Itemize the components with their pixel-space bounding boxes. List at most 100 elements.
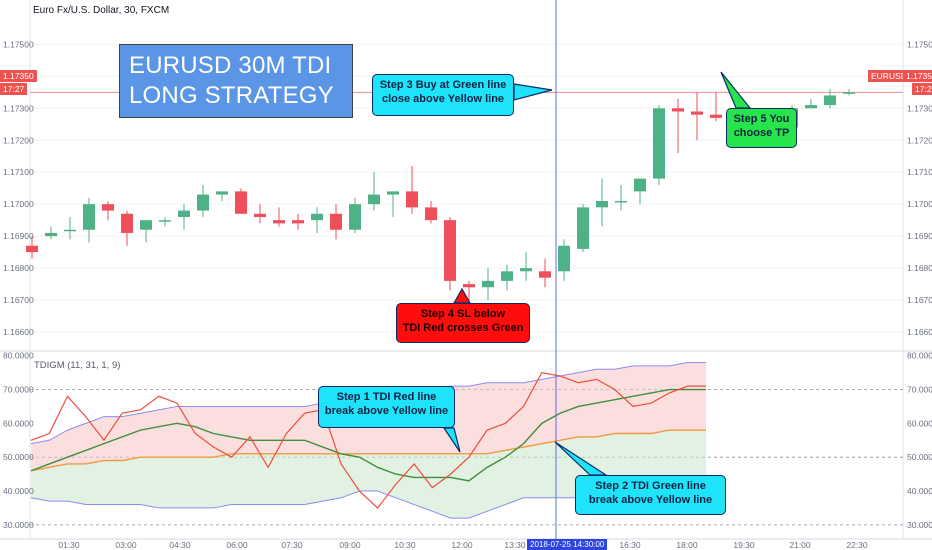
candle-body [235, 191, 247, 214]
candle-body [444, 220, 456, 281]
step3-line-2: close above Yellow line [381, 93, 505, 105]
price-tick-label-left: 1.17300 [3, 103, 34, 113]
time-tick-label: 22:30 [846, 540, 868, 550]
price-axes: 1.16600 1.16600 1.16700 1.16700 1.16800 1.168… [3, 39, 932, 529]
step1-line-1: Step 1 TDI Red line [336, 391, 437, 403]
time-tick-label: 06:00 [226, 540, 248, 550]
candle-body [805, 105, 817, 109]
step4-line-1: Step 4 SL below [420, 308, 506, 320]
time-tick-label: 12:00 [451, 540, 473, 550]
candle-body [121, 213, 133, 233]
candle-body [64, 229, 76, 232]
candle-body [254, 213, 266, 217]
candle-body [653, 108, 665, 179]
annotation-step1: Step 1 TDI Red line break above Yellow l… [318, 386, 455, 428]
tdi-tick-label-left: 40.0000 [3, 486, 34, 496]
candle-body [83, 204, 95, 230]
candle-body [634, 178, 646, 192]
time-tick-label: 13:30 [504, 540, 526, 550]
candle-body [482, 280, 494, 288]
price-tick-label-left: 1.16900 [3, 231, 34, 241]
annotation-step3: Step 3 Buy at Green line close above Yel… [372, 74, 514, 116]
candle-body [596, 200, 608, 208]
symbol-header: Euro Fx/U.S. Dollar, 30, FXCM [33, 5, 170, 16]
time-axis: 01:30 03:00 04:30 06:00 07:30 09:00 10:30 12:00… [58, 540, 868, 550]
tdi-lower-fill [31, 430, 706, 519]
price-tick-label-right: 1.17500 [907, 39, 932, 49]
price-tick-label-right: 1.16600 [907, 327, 932, 337]
price-tick-label-left: 1.17100 [3, 167, 34, 177]
time-tick-label: 03:00 [115, 540, 137, 550]
tdi-tick-label-left: 30.0000 [3, 520, 34, 530]
time-tick-label: 10:30 [394, 540, 416, 550]
time-tick-label: 16:30 [619, 540, 641, 550]
tdi-tick-label-left: 60.0000 [3, 418, 34, 428]
candle-body [691, 111, 703, 115]
candle-body [26, 245, 38, 253]
step1-pointer [442, 427, 461, 453]
right-price-tag: 1.17350 [903, 70, 932, 82]
price-tick-label-right: 1.17000 [907, 199, 932, 209]
step3-line-1: Step 3 Buy at Green line [379, 79, 507, 91]
tdi-red-line [30, 371, 706, 509]
candle-body [425, 207, 437, 221]
candle-body [216, 191, 228, 195]
time-tick-label: 19:30 [733, 540, 755, 550]
price-tick-label-right: 1.17300 [907, 103, 932, 113]
candle-body [292, 220, 304, 224]
step5-pointer [720, 71, 752, 109]
tdi-yellow-line [30, 429, 706, 472]
candle-body [463, 284, 475, 288]
candle-body [330, 213, 342, 230]
left-countdown-tag: 17:27 [0, 83, 28, 95]
candle-body [349, 204, 361, 230]
candle-body [140, 220, 152, 230]
tdi-tick-label-right: 30.0000 [907, 520, 932, 530]
candle-body [45, 232, 57, 237]
step5-line-2: choose TP [733, 127, 790, 139]
time-tick-label: 21:00 [789, 540, 811, 550]
candle-body [501, 271, 513, 281]
candle-body [558, 245, 570, 272]
tdi-tick-label-right: 50.0000 [907, 452, 932, 462]
tdi-tick-label-right: 40.0000 [907, 486, 932, 496]
price-tick-label-left: 1.17200 [3, 135, 34, 145]
step1-line-2: break above Yellow line [324, 405, 449, 417]
tdi-tick-label-left: 70.0000 [3, 385, 34, 395]
time-tick-label: 18:00 [676, 540, 698, 550]
candle-body [824, 95, 836, 106]
title-line-1: EURUSD 30M TDI [129, 52, 332, 79]
time-tick-label: 04:30 [169, 540, 191, 550]
candle-body [387, 191, 399, 195]
candle-body [843, 92, 855, 94]
left-price-tag: 1.17350 [0, 70, 37, 82]
indicator-title: TDIGM (11, 31, 1, 9) [34, 360, 121, 371]
candle-body [273, 220, 285, 224]
step4-line-2: TDI Red crosses Green [402, 322, 524, 334]
candle-body [520, 268, 532, 272]
step4-pointer [452, 287, 472, 304]
price-tick-label-right: 1.16700 [907, 295, 932, 305]
candle-body [311, 213, 323, 221]
step2-line-1: Step 2 TDI Green line [595, 480, 706, 492]
price-tick-label-left: 1.17000 [3, 199, 34, 209]
time-tick-label: 07:30 [281, 540, 303, 550]
candle-body [672, 108, 684, 112]
price-tick-label-left: 1.16700 [3, 295, 34, 305]
right-countdown-tag: 17:27 [912, 83, 932, 95]
time-tick-label: 09:00 [339, 540, 361, 550]
crosshair-time-tag: 2018-07-25 14:30:00 [527, 539, 608, 550]
candle-body [159, 220, 171, 222]
symbol-tag: EURUSD [868, 70, 910, 82]
annotation-step5: Step 5 You choose TP [726, 108, 797, 148]
title-line-2: LONG STRATEGY [129, 82, 334, 109]
step2-line-2: break above Yellow line [588, 494, 713, 506]
annotation-step4: Step 4 SL below TDI Red crosses Green [396, 303, 530, 343]
step5-line-1: Step 5 You [733, 113, 790, 125]
price-tick-label-right: 1.16900 [907, 231, 932, 241]
tdi-green-line [30, 388, 706, 482]
price-tick-label-left: 1.16600 [3, 327, 34, 337]
tdi-tick-label-left: 50.0000 [3, 452, 34, 462]
tdi-tick-label-right: 60.0000 [907, 418, 932, 428]
tdi-tick-label-right: 80.0000 [907, 351, 932, 361]
